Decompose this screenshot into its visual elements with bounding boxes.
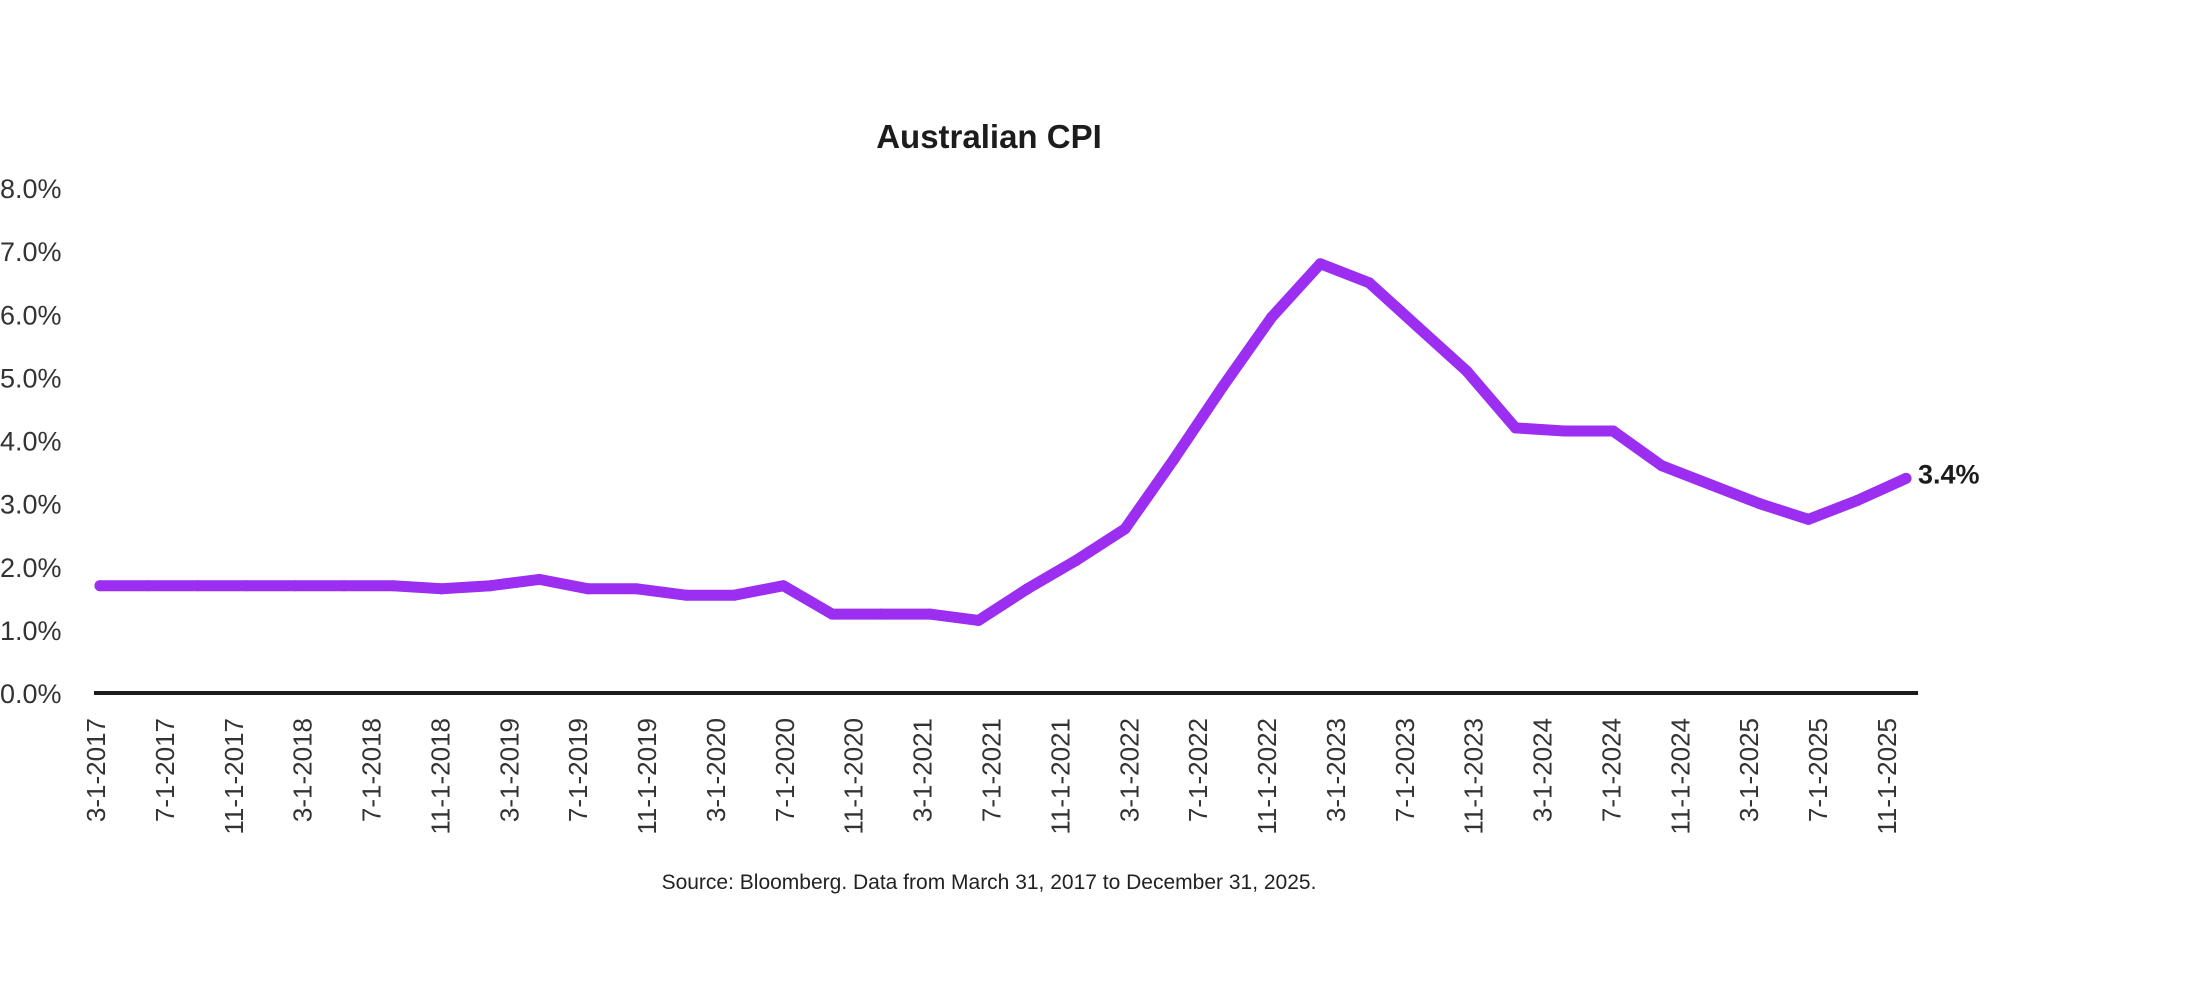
data-point (1510, 422, 1522, 434)
source-note: Source: Bloomberg. Data from March 31, 2… (662, 871, 1317, 894)
data-point (729, 589, 741, 601)
x-tick-label: 3-1-2018 (288, 718, 318, 822)
x-tick-label: 7-1-2025 (1803, 718, 1833, 822)
x-tick-label: 11-1-2021 (1045, 718, 1075, 835)
x-tick-label: 11-1-2023 (1459, 718, 1489, 835)
data-point (484, 580, 496, 592)
x-tick-label: 3-1-2024 (1528, 718, 1558, 822)
x-tick-label: 11-1-2025 (1872, 718, 1902, 835)
data-point (533, 573, 545, 585)
x-tick-label: 3-1-2021 (908, 718, 938, 822)
x-tick-label: 3-1-2020 (701, 718, 731, 822)
data-point (582, 583, 594, 595)
y-tick-label: 8.0% (0, 174, 62, 204)
data-point (631, 583, 643, 595)
x-tick-label: 11-1-2017 (219, 718, 249, 835)
data-point (1900, 472, 1912, 484)
y-tick-label: 6.0% (0, 300, 62, 330)
data-point (240, 580, 252, 592)
end-value-label: 3.4% (1918, 459, 1980, 489)
y-tick-label: 3.0% (0, 490, 62, 520)
x-tick-label: 7-1-2017 (150, 718, 180, 822)
x-tick-label: 11-1-2020 (839, 718, 869, 835)
y-tick-label: 0.0% (0, 679, 62, 709)
data-point (826, 608, 838, 620)
data-point (1802, 513, 1814, 525)
data-point (1119, 523, 1131, 535)
x-tick-label: 7-1-2020 (770, 718, 800, 822)
data-point (1265, 311, 1277, 323)
data-point (1314, 258, 1326, 270)
data-point (1168, 453, 1180, 465)
data-point (1607, 425, 1619, 437)
data-point (1851, 494, 1863, 506)
y-tick-label: 4.0% (0, 427, 62, 457)
x-tick-label: 7-1-2024 (1596, 718, 1626, 822)
x-tick-label: 7-1-2019 (563, 718, 593, 822)
y-tick-label: 1.0% (0, 616, 62, 646)
data-point (973, 614, 985, 626)
x-axis-labels: 3-1-2017 7-1-2017 11-1-2017 3-1-2018 7-1-201… (81, 718, 1902, 835)
data-point (1363, 277, 1375, 289)
data-point (1754, 498, 1766, 510)
x-tick-label: 7-1-2023 (1390, 718, 1420, 822)
data-point (387, 580, 399, 592)
data-point (875, 608, 887, 620)
data-point (924, 608, 936, 620)
y-tick-label: 2.0% (0, 553, 62, 583)
data-point (1217, 381, 1229, 393)
series-line-australian-cpi (94, 258, 1912, 626)
x-tick-label: 3-1-2022 (1114, 718, 1144, 822)
data-point (436, 583, 448, 595)
x-tick-label: 11-1-2018 (425, 718, 455, 835)
x-tick-label: 3-1-2019 (494, 718, 524, 822)
y-tick-label: 7.0% (0, 237, 62, 267)
x-tick-label: 3-1-2017 (81, 718, 111, 822)
y-tick-label: 5.0% (0, 363, 62, 393)
x-tick-label: 11-1-2019 (632, 718, 662, 835)
x-tick-label: 7-1-2018 (357, 718, 387, 822)
x-tick-label: 7-1-2022 (1183, 718, 1213, 822)
data-point (192, 580, 204, 592)
data-point (143, 580, 155, 592)
data-point (1021, 583, 1033, 595)
y-axis-labels: 0.0% 1.0% 2.0% 3.0% 4.0% 5.0% 6.0% 7.0% 8.0% (0, 174, 62, 709)
series-points (94, 258, 1912, 626)
data-point (338, 580, 350, 592)
x-tick-label: 7-1-2021 (977, 718, 1007, 822)
data-point (1558, 425, 1570, 437)
x-tick-label: 3-1-2025 (1734, 718, 1764, 822)
x-tick-label: 11-1-2024 (1665, 718, 1695, 835)
data-point (1070, 554, 1082, 566)
data-point (289, 580, 301, 592)
data-point (1705, 479, 1717, 491)
data-point (680, 589, 692, 601)
data-point (1461, 365, 1473, 377)
chart-title: Australian CPI (876, 118, 1102, 155)
x-tick-label: 11-1-2022 (1252, 718, 1282, 835)
data-point (777, 580, 789, 592)
data-point (1412, 321, 1424, 333)
data-point (94, 580, 106, 592)
x-tick-label: 3-1-2023 (1321, 718, 1351, 822)
data-point (1656, 460, 1668, 472)
